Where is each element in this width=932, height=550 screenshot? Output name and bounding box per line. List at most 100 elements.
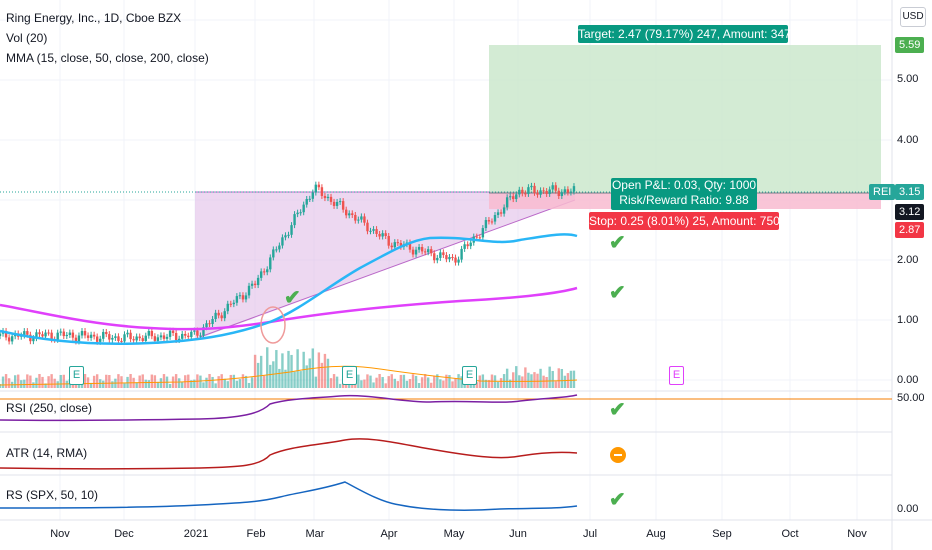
- candle: [512, 196, 515, 200]
- candle: [466, 244, 469, 247]
- candle: [539, 190, 542, 195]
- volume-bar: [77, 382, 81, 388]
- volume-bar: [426, 377, 430, 388]
- candle: [554, 185, 557, 191]
- candle: [68, 332, 72, 335]
- candle: [329, 196, 333, 202]
- candle: [162, 335, 166, 339]
- candle: [26, 331, 29, 335]
- candle: [305, 199, 308, 205]
- volume-bar: [515, 366, 518, 388]
- mma-legend[interactable]: MMA (15, close, 50, close, 200, close): [6, 51, 209, 65]
- candle: [184, 333, 187, 336]
- candle: [56, 332, 59, 340]
- volume-bar: [314, 376, 318, 388]
- time-tick: Apr: [380, 528, 398, 540]
- chart-title: Ring Energy, Inc., 1D, Cboe BZX: [6, 11, 182, 25]
- candle: [47, 332, 50, 334]
- volume-bar: [138, 375, 141, 388]
- pnl-label: Open P&L: 0.03, Qty: 1000: [611, 178, 757, 192]
- triangle-pattern: [195, 192, 575, 340]
- rs-legend[interactable]: RS (SPX, 50, 10): [6, 488, 99, 502]
- volume-bar: [162, 374, 166, 388]
- candle: [387, 235, 390, 246]
- volume-bar: [387, 376, 390, 388]
- volume-bar: [338, 383, 342, 388]
- candle: [92, 334, 96, 337]
- candle: [223, 311, 226, 319]
- volume-bar: [20, 380, 23, 388]
- volume-bar: [181, 381, 184, 388]
- candle: [205, 323, 208, 328]
- candle: [193, 330, 196, 332]
- volume-bar: [26, 374, 29, 388]
- volume-bar: [360, 380, 363, 388]
- candle: [396, 242, 400, 244]
- rsi-legend[interactable]: RSI (250, close): [6, 401, 93, 415]
- volume-legend[interactable]: Vol (20): [6, 31, 48, 45]
- candle: [41, 334, 44, 337]
- volume-bar: [536, 373, 539, 388]
- volume-bar: [241, 374, 245, 388]
- candle: [241, 295, 245, 300]
- volume-bar: [378, 374, 381, 388]
- earnings-badge[interactable]: E: [342, 366, 357, 385]
- volume-bar: [569, 370, 573, 388]
- volume-bar: [326, 358, 330, 388]
- upcoming-earnings-badge[interactable]: E: [669, 366, 684, 385]
- candle: [269, 257, 272, 270]
- volume-bar: [229, 374, 232, 388]
- candle: [95, 336, 99, 342]
- volume-bar: [402, 374, 406, 388]
- volume-bar: [238, 379, 242, 388]
- volume-bar: [214, 383, 217, 388]
- candle: [348, 213, 351, 216]
- volume-ma-line: [0, 365, 578, 386]
- candle: [174, 333, 178, 341]
- candle: [211, 319, 214, 324]
- volume-bar: [305, 365, 308, 388]
- candle: [393, 242, 396, 248]
- volume-bar: [442, 380, 445, 388]
- candle: [442, 252, 445, 256]
- volume-bar: [405, 380, 409, 388]
- volume-bar: [393, 378, 396, 388]
- earnings-badge[interactable]: E: [462, 366, 477, 385]
- time-tick: Dec: [114, 528, 134, 540]
- candle: [384, 233, 387, 236]
- candle: [226, 303, 229, 312]
- candle: [126, 332, 129, 335]
- volume-bar: [505, 368, 509, 388]
- candle: [156, 337, 160, 341]
- volume-bar: [83, 374, 87, 388]
- candle: [99, 338, 102, 342]
- candle: [202, 327, 205, 336]
- pnl-box[interactable]: Open P&L: 0.03, Qty: 1000 Risk/Reward Ra…: [611, 178, 757, 210]
- candle: [569, 191, 573, 193]
- candle: [378, 233, 381, 237]
- currency-button[interactable]: USD: [900, 7, 926, 27]
- volume-bar: [332, 374, 336, 388]
- candle: [235, 296, 239, 303]
- volume-bar: [202, 382, 205, 388]
- volume-bar: [62, 374, 65, 388]
- candle: [263, 271, 266, 273]
- candle: [454, 257, 457, 263]
- volume-bar: [451, 381, 454, 388]
- volume-bar: [47, 376, 50, 388]
- candle: [7, 337, 11, 342]
- candle: [253, 283, 257, 286]
- volume-bar: [420, 377, 424, 388]
- volume-bar: [56, 381, 59, 388]
- candle: [390, 245, 393, 248]
- volume-bar: [372, 382, 375, 388]
- candle: [259, 271, 263, 278]
- volume-bar: [329, 378, 333, 388]
- volume-bar: [527, 372, 530, 388]
- target-label[interactable]: Target: 2.47 (79.17%) 247, Amount: 3470: [578, 25, 798, 43]
- volume-bar: [454, 378, 457, 388]
- atr-legend[interactable]: ATR (14, RMA): [6, 446, 88, 460]
- earnings-badge[interactable]: E: [69, 366, 84, 385]
- stop-label[interactable]: Stop: 0.25 (8.01%) 25, Amount: 750: [589, 212, 780, 230]
